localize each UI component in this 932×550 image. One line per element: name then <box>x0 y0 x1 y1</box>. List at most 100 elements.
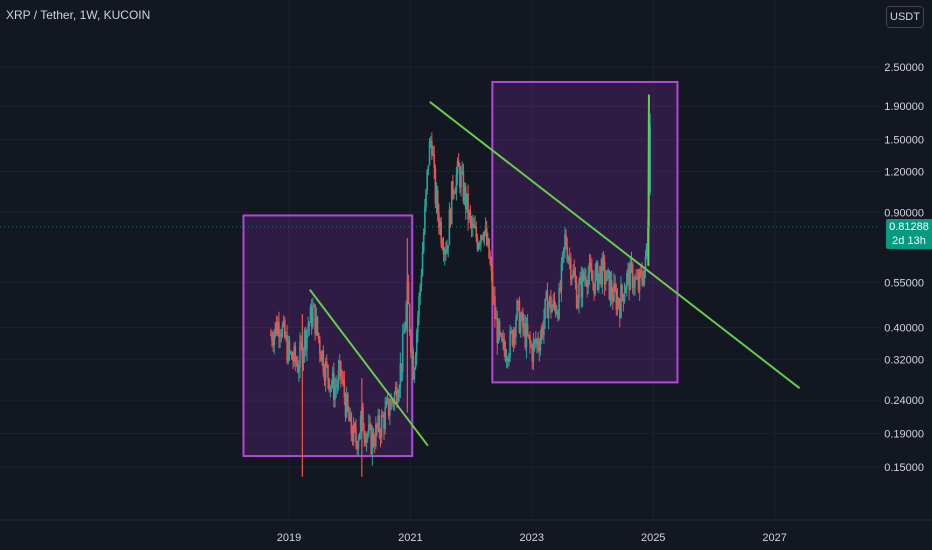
candle-body <box>547 304 550 319</box>
candle-body <box>369 424 371 426</box>
chart-grid <box>0 0 932 521</box>
candle-body <box>324 361 327 381</box>
candle-body <box>474 226 476 228</box>
candle-body <box>362 407 364 431</box>
candle-body <box>527 334 530 336</box>
candle-body <box>399 363 402 388</box>
candle-body <box>419 286 422 297</box>
time-axis-labels[interactable]: 2019 2021 2023 2025 2027 <box>277 532 787 544</box>
candle-body <box>482 238 485 240</box>
candle-body <box>587 274 590 288</box>
candle-body <box>278 322 280 337</box>
candle-body <box>615 289 618 310</box>
candle-body <box>581 271 584 298</box>
candle-body <box>316 316 319 333</box>
candle-body <box>520 312 523 320</box>
candle-body <box>385 401 388 408</box>
candle-body <box>464 186 467 209</box>
candle-body <box>635 277 637 279</box>
candle-body <box>382 415 384 417</box>
candle-body <box>443 249 446 255</box>
candle-body <box>320 353 322 362</box>
rectangle-box <box>242 214 414 458</box>
candle-body <box>534 339 537 344</box>
candle-body <box>626 273 628 288</box>
candle-body <box>292 359 294 362</box>
last-price-badge: 0.81288 2d 13h <box>886 218 932 249</box>
candle-body <box>446 248 448 254</box>
candle-body <box>576 302 579 308</box>
candle-body <box>344 396 347 417</box>
candle-body <box>601 257 604 286</box>
candle-body <box>347 393 349 410</box>
candle-body <box>494 296 496 320</box>
candle-body <box>585 276 587 283</box>
candle-body <box>489 257 492 264</box>
candle-body <box>552 299 555 308</box>
candle-body <box>612 295 614 302</box>
candle-body <box>411 350 413 353</box>
candle-body <box>634 277 636 287</box>
price-tick-label: 0.15000 <box>884 462 924 474</box>
candle-body <box>314 304 316 335</box>
price-tick-label: 0.55000 <box>884 277 924 289</box>
candle-body <box>572 269 574 277</box>
candle-body <box>640 270 642 272</box>
candle-body <box>523 323 525 328</box>
candle-body <box>605 280 607 285</box>
candle-body <box>288 340 291 353</box>
candle-body <box>355 428 357 443</box>
candle-body <box>397 396 399 403</box>
candle-body <box>455 174 458 193</box>
candle-body <box>331 372 334 384</box>
candle-body <box>380 415 383 438</box>
candle-body <box>387 398 390 416</box>
candle-body <box>431 141 433 156</box>
candle-body <box>598 273 600 290</box>
candle-body <box>619 304 621 318</box>
candle-body <box>337 369 340 385</box>
candle-body <box>645 243 648 257</box>
candle-body <box>384 407 386 430</box>
candle-body <box>532 341 535 362</box>
candle-body <box>530 343 532 347</box>
candle-body <box>436 190 439 213</box>
candle-body <box>505 358 508 361</box>
candle-body <box>627 268 629 274</box>
candle-body <box>302 351 305 363</box>
candle-body <box>407 282 410 305</box>
candle-body <box>503 338 506 350</box>
candle-body <box>609 280 612 299</box>
candle-body <box>273 332 276 346</box>
candle-body <box>307 326 309 331</box>
price-tick-label: 0.90000 <box>884 207 924 219</box>
candle-body <box>643 269 646 285</box>
candle-body <box>390 399 392 410</box>
candle-body <box>377 415 379 429</box>
candle-body <box>398 387 400 397</box>
candle-body <box>519 319 522 333</box>
candle-body <box>517 300 520 302</box>
candle-body <box>463 186 466 201</box>
candle-body <box>614 283 616 290</box>
candle-body <box>562 247 565 253</box>
candle-body <box>571 276 573 280</box>
candle-body <box>501 334 503 342</box>
price-axis-labels[interactable]: 2.50000 1.90000 1.50000 1.20000 0.90000 0.550… <box>884 62 924 474</box>
candle-body <box>321 350 323 362</box>
candle-body <box>633 286 635 288</box>
time-tick-label: 2025 <box>641 532 665 544</box>
currency-button[interactable]: USDT <box>886 6 924 28</box>
candle-body <box>427 165 430 170</box>
candle-body <box>649 124 651 192</box>
candle-body <box>275 322 278 335</box>
candle-body <box>568 257 571 259</box>
candle-body <box>481 235 483 239</box>
candle-body <box>510 330 513 332</box>
candle-body <box>335 385 337 388</box>
trendline-drawings[interactable] <box>309 94 800 447</box>
candle-body <box>289 351 292 353</box>
candle-body <box>440 221 443 244</box>
candle-body <box>537 339 539 347</box>
